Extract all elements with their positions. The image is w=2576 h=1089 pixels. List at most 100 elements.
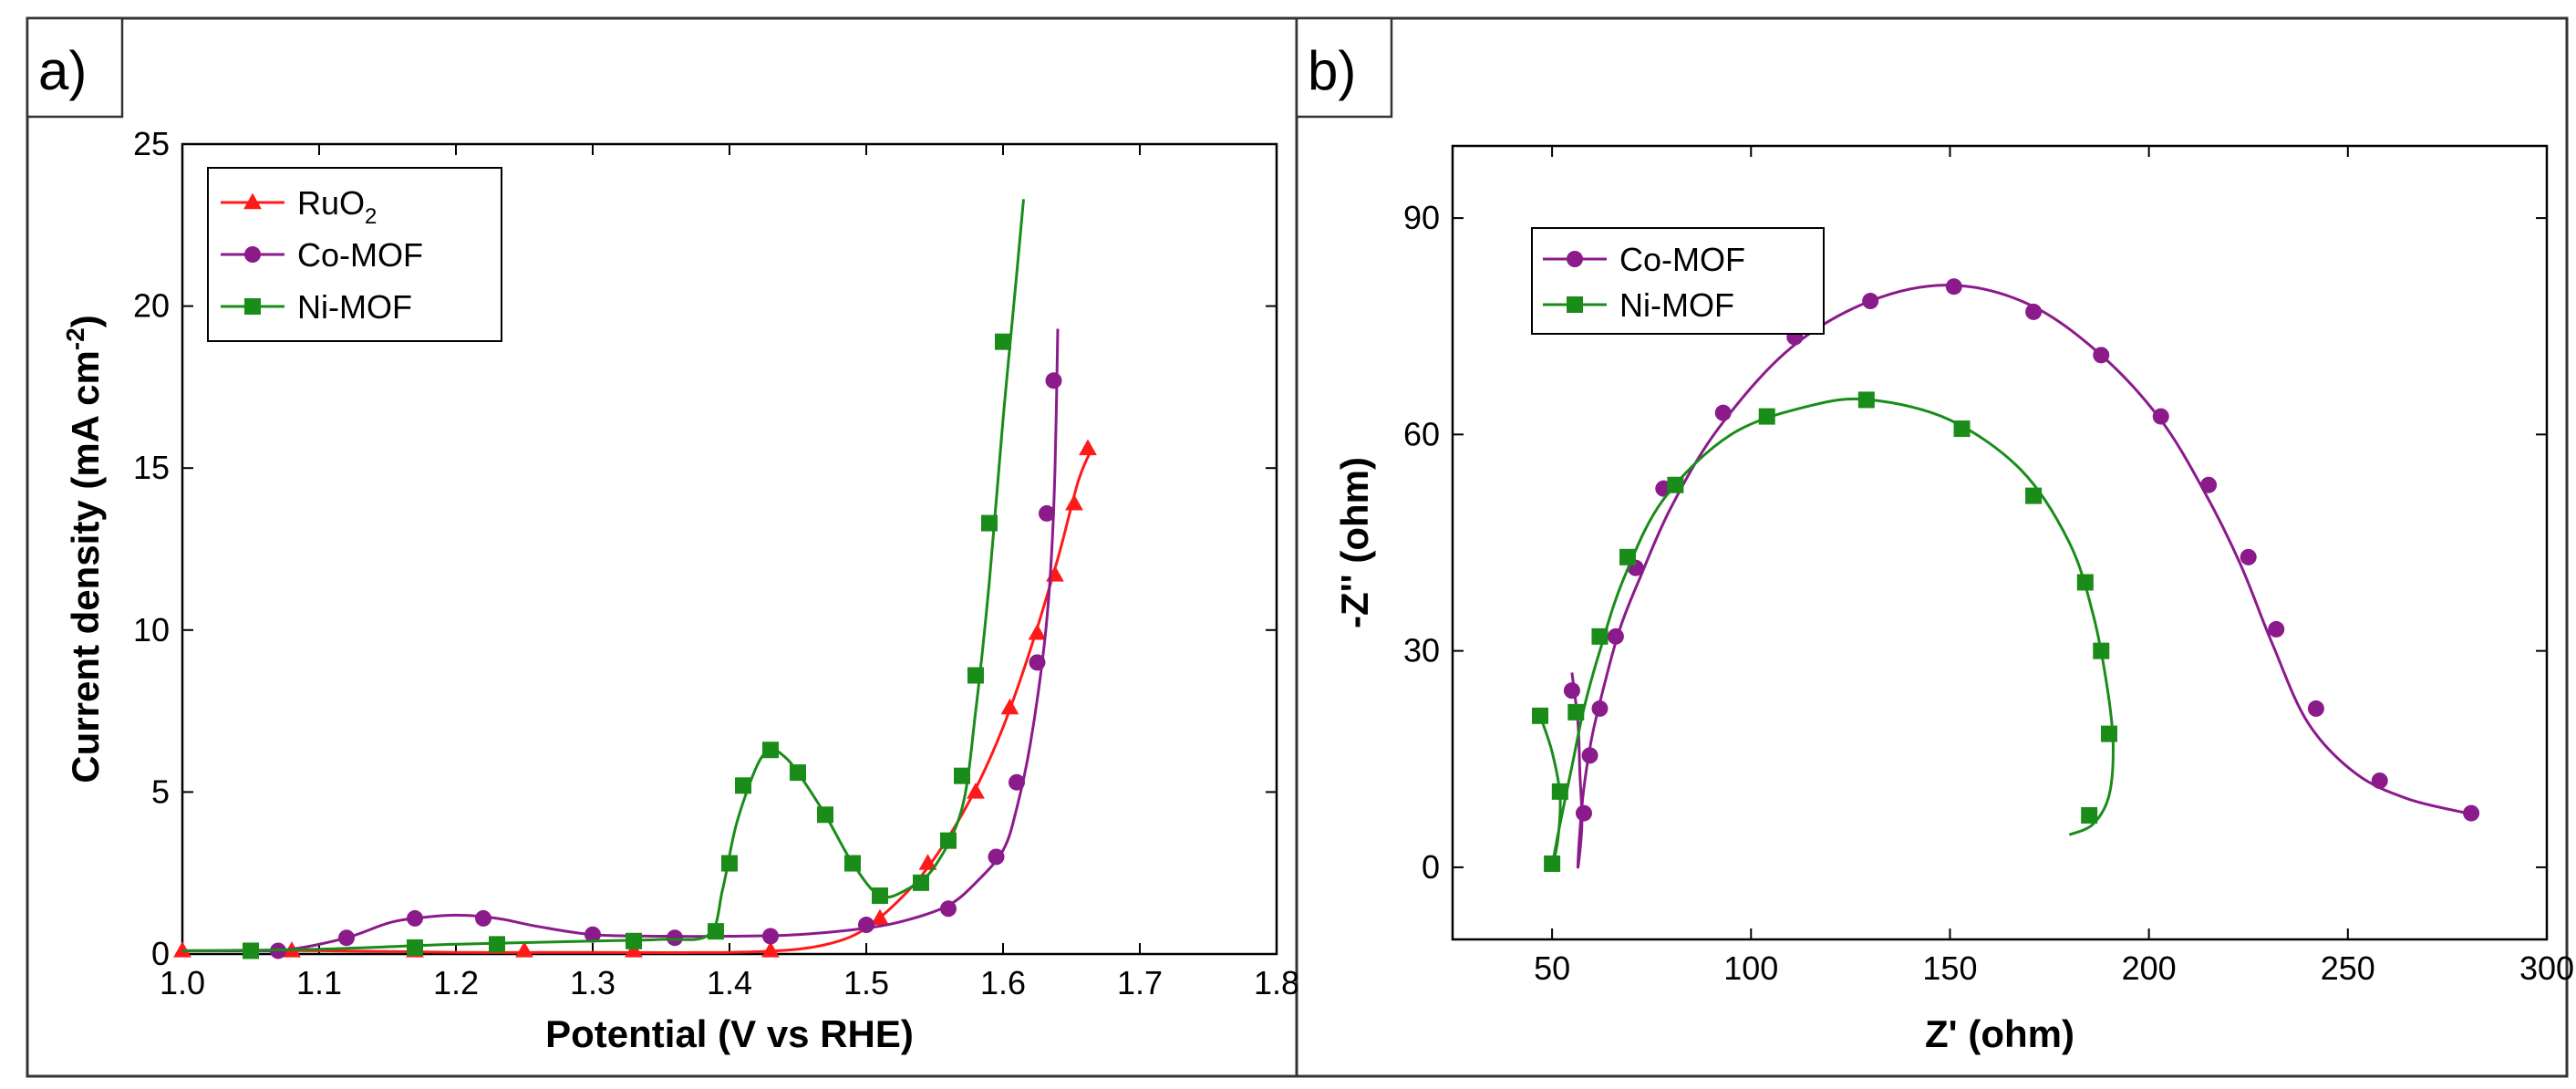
panel-a-point-ruo2 <box>1079 439 1097 456</box>
panel-b-ticks: 50 100 150 200 250 300 0 30 60 90 <box>1403 146 2574 987</box>
panel-a-point-co-mof <box>1009 773 1025 791</box>
panel-a-x-tick-label: 1.1 <box>296 964 342 1001</box>
panel-a-y-tick-label: 15 <box>133 449 170 486</box>
panel-a-x-tick-label: 1.6 <box>980 964 1026 1001</box>
panel-a-point-ni-mof <box>872 887 888 905</box>
panel-a-series <box>173 199 1097 959</box>
panel-a-legend-marker-ni-mof <box>244 298 261 315</box>
panel-b-point-co-mof <box>1714 404 1732 421</box>
panel-a-point-co-mof <box>1029 654 1046 671</box>
panel-a-series-line-co-mof <box>181 328 1060 953</box>
panel-b-x-tick-label: 100 <box>1723 949 1778 987</box>
panel-b-legend-box <box>1531 227 1825 335</box>
panel-b-point-ni-mof <box>2076 574 2094 591</box>
panel-a-y-tick-label: 20 <box>133 287 170 325</box>
panel-a-point-ruo2 <box>173 941 191 958</box>
panel-b-y-tick-label: 60 <box>1403 415 1440 452</box>
panel-b-y-tick-label: 90 <box>1403 199 1440 236</box>
panel-b-point-co-mof <box>2093 347 2110 364</box>
panel-a-point-co-mof <box>585 926 601 943</box>
panel-a-y-axis-title-main: Current density (mA cm <box>64 350 107 783</box>
panel-a-x-axis-title: Potential (V vs RHE) <box>545 1012 914 1055</box>
panel-b-x-axis-title: Z' (ohm) <box>1925 1012 2074 1055</box>
panel-a-point-ruo2 <box>918 854 937 870</box>
panel-b-x-tick-label: 50 <box>1534 949 1570 987</box>
panel-a-point-ruo2 <box>871 908 889 926</box>
panel-b-label-box <box>1295 16 1393 119</box>
panel-b-y-tick-label: 0 <box>1422 848 1440 886</box>
panel-a-point-ruo2 <box>625 941 643 958</box>
panel-b-point-ni-mof <box>1953 420 1971 438</box>
panel-a-point-co-mof <box>667 929 683 947</box>
panel-b-series <box>1532 278 2480 872</box>
panel-b-series-line-co-mof <box>1570 284 2468 869</box>
panel-a-point-ni-mof <box>243 942 259 959</box>
panel-a-legend-label-ni-mof: Ni-MOF <box>297 288 412 326</box>
panel-a-x-tick-label: 1.3 <box>570 964 616 1001</box>
panel-a-y-tick-label: 10 <box>133 611 170 648</box>
panel-a-point-ruo2 <box>1000 698 1019 715</box>
panel-a-legend-marker-co-mof <box>244 246 261 263</box>
panel-b-legend-label-co-mof: Co-MOF <box>1619 241 1745 278</box>
panel-a-x-tick-label: 1.4 <box>707 964 752 1001</box>
panel-b-legend-items: Co-MOF Ni-MOF <box>1543 241 1745 324</box>
panel-b-label: b) <box>1308 40 1356 101</box>
panel-b-point-ni-mof <box>1619 548 1636 565</box>
panel-a-legend-marker-ruo2 <box>243 192 262 210</box>
panel-a-point-ni-mof <box>913 874 929 891</box>
panel-b-point-ni-mof <box>2093 642 2110 659</box>
panel-a-legend-label-main: Co-MOF <box>297 236 423 274</box>
panel-a-point-ni-mof <box>721 855 738 872</box>
panel-b-point-co-mof <box>2025 303 2043 320</box>
panel-b-point-co-mof <box>1862 293 1879 310</box>
panel-b-point-ni-mof <box>1758 408 1775 425</box>
panel-a-ticks: 1.0 1.1 1.2 1.3 1.4 1.5 1.6 1.7 1.8 0 5 10 15 20 25 <box>133 125 1299 1001</box>
panel-a-point-ni-mof <box>981 514 998 532</box>
panel-b-legend-label-ni-mof: Ni-MOF <box>1619 286 1734 324</box>
panel-a-point-ni-mof <box>735 777 751 794</box>
panel-a-point-ni-mof <box>762 742 779 759</box>
panel-b-point-ni-mof <box>1591 627 1609 645</box>
panel-b-point-co-mof <box>2307 700 2324 717</box>
panel-b-point-ni-mof <box>1551 783 1568 800</box>
panel-a-point-co-mof <box>762 928 779 945</box>
panel-a-x-tick-label: 1.2 <box>433 964 479 1001</box>
panel-a-label: a) <box>38 40 87 101</box>
panel-a-legend-label-co-mof: Co-MOF <box>297 236 423 274</box>
panel-b-point-ni-mof <box>1544 855 1561 872</box>
panel-b-point-co-mof <box>2240 548 2257 565</box>
panel-a-y-axis-title-close: ) <box>64 315 107 327</box>
panel-a-point-ni-mof <box>790 764 806 782</box>
panel-b-y-axis-title: -Z'' (ohm) <box>1333 457 1376 628</box>
panel-b-point-co-mof <box>1591 700 1609 717</box>
panel-b-point-ni-mof <box>2025 487 2043 504</box>
panel-b-point-ni-mof <box>1567 703 1585 721</box>
panel-a-point-ruo2 <box>1065 493 1083 511</box>
panel-a-x-tick-label: 1.8 <box>1254 964 1299 1001</box>
panel-a-y-tick-label: 25 <box>133 125 170 162</box>
panel-a-x-tick-label: 1.5 <box>843 964 889 1001</box>
panel-a-point-ni-mof <box>407 939 423 956</box>
panel-b: b) 50 100 150 200 250 300 0 30 60 90 Z' (ohm) -Z'… <box>1295 16 2574 1055</box>
panel-a-point-ni-mof <box>626 932 642 949</box>
panel-a-point-ruo2 <box>761 941 780 958</box>
panel-a: a) 1.0 1.1 1.2 1.3 1.4 1.5 1.6 1.7 1.8 0 5 10 15 20 25… <box>26 16 1299 1055</box>
panel-b-point-co-mof <box>2200 476 2218 493</box>
panel-a-y-axis-title: Current density (mA cm-2) <box>61 315 107 783</box>
panel-a-legend-label-sub: 2 <box>365 204 377 229</box>
panel-b-x-tick-label: 300 <box>2519 949 2574 987</box>
panel-a-point-ni-mof <box>940 832 957 849</box>
panel-a-point-co-mof <box>1045 372 1062 389</box>
panel-a-point-co-mof <box>407 909 423 927</box>
panel-b-point-ni-mof <box>1857 391 1875 409</box>
panel-b-point-co-mof <box>2463 804 2480 822</box>
panel-a-point-co-mof <box>940 900 957 918</box>
panel-b-plot-frame <box>1451 144 2549 941</box>
panel-b-point-ni-mof <box>2081 806 2098 824</box>
panel-b-point-co-mof <box>2152 408 2169 425</box>
panel-b-point-ni-mof <box>2101 725 2117 742</box>
panel-b-x-tick-label: 250 <box>2321 949 2375 987</box>
panel-a-legend-label-main: RuO <box>297 184 365 222</box>
panel-a-point-ruo2 <box>967 783 985 799</box>
panel-b-x-tick-label: 200 <box>2122 949 2177 987</box>
